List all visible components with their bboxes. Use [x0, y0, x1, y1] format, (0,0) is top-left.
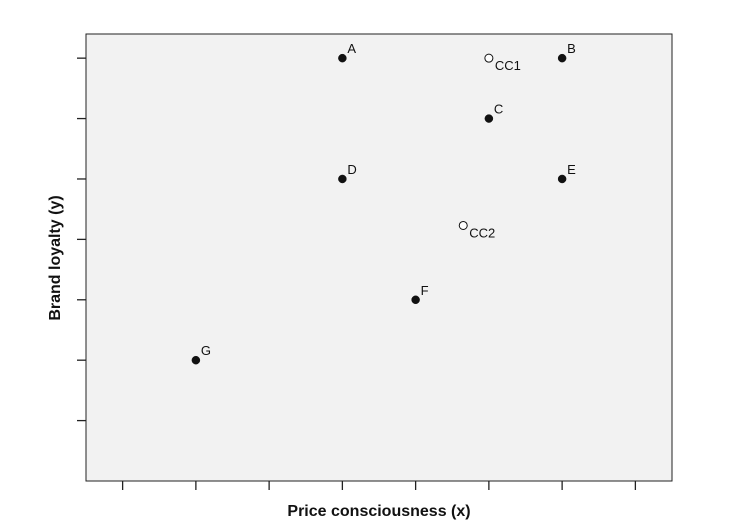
data-points: [191, 53, 567, 365]
y-axis-ticks: [77, 57, 86, 422]
plot-area: [85, 33, 673, 482]
point-d-label: D: [347, 162, 356, 177]
point-labels: A B C D E F G CC1 CC2: [201, 41, 576, 358]
point-cc2: [458, 220, 468, 230]
point-d: [338, 174, 347, 184]
point-f: [411, 295, 420, 305]
point-a-label: A: [347, 41, 356, 56]
point-cc2-label: CC2: [469, 225, 495, 240]
point-e-label: E: [567, 162, 576, 177]
x-axis-label: Price consciousness (x): [287, 503, 470, 520]
point-c: [484, 114, 494, 123]
point-b: [557, 53, 567, 63]
point-g-label: G: [201, 343, 211, 358]
point-g: [191, 355, 201, 365]
point-cc1: [484, 53, 494, 63]
point-a: [338, 53, 347, 63]
point-cc1-label: CC1: [495, 58, 521, 73]
x-axis-ticks: [121, 481, 637, 490]
y-axis-label: Brand loyalty (y): [47, 195, 64, 320]
point-e: [557, 174, 567, 184]
point-c-label: C: [494, 102, 503, 117]
point-b-label: B: [567, 41, 576, 56]
point-f-label: F: [421, 283, 429, 298]
